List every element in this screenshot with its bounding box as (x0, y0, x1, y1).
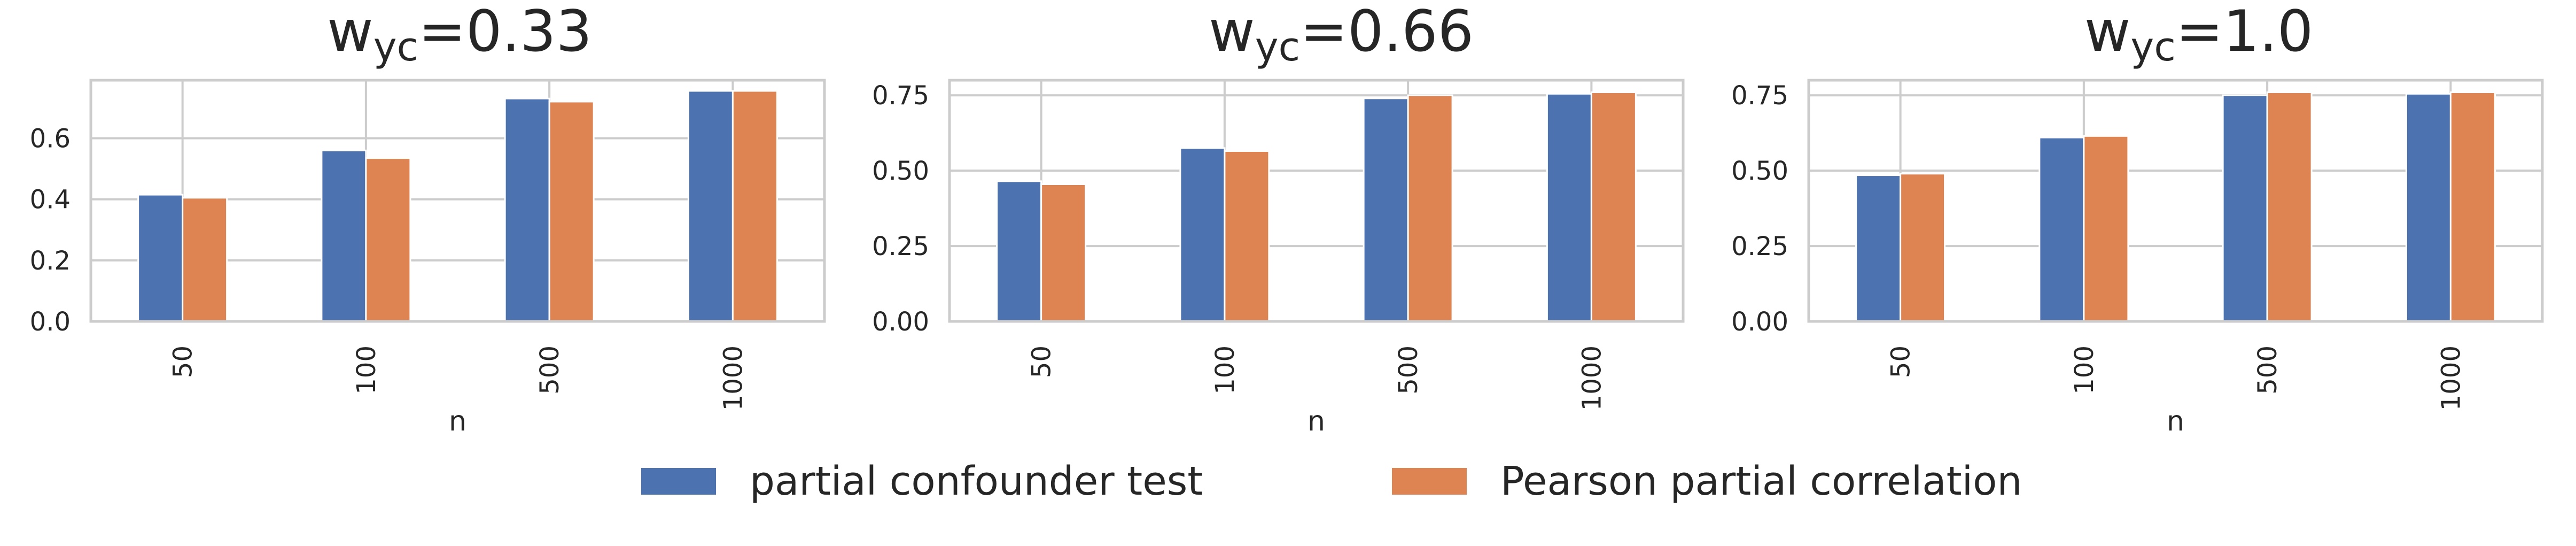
bar-partial-confounder-test (1179, 147, 1226, 322)
bar-partial-confounder-test (504, 97, 550, 322)
bar-pearson-partial-correlation (1590, 91, 1637, 322)
bar-partial-confounder-test (2222, 94, 2268, 322)
y-tick-label: 0.25 (872, 232, 929, 262)
bar-pearson-partial-correlation (2083, 135, 2129, 322)
bar-partial-confounder-test (1855, 174, 1902, 322)
chart-title: wyc=0.66 (1209, 0, 1474, 70)
bar-pearson-partial-correlation (1900, 173, 1946, 322)
chart-title-base: w (327, 0, 373, 64)
bar-pearson-partial-correlation (1040, 183, 1087, 322)
chart-title-subscript: yc (373, 24, 418, 70)
x-axis-label: n (1308, 405, 1325, 437)
y-tick-label: 0.00 (872, 307, 929, 337)
plot-frame (1807, 79, 2544, 323)
bar-partial-confounder-test (1363, 97, 1409, 322)
x-tick-label: 500 (535, 345, 565, 395)
bar-partial-confounder-test (2038, 136, 2085, 322)
bar-partial-confounder-test (137, 194, 184, 322)
chart-title-value: =0.33 (418, 0, 592, 64)
chart-title-base: w (1209, 0, 1255, 64)
x-tick-label: 100 (1210, 345, 1240, 395)
x-axis-label: n (2167, 405, 2184, 437)
x-axis-label: n (449, 405, 466, 437)
y-tick-label: 0.0 (30, 307, 71, 337)
x-tick-label: 50 (1027, 345, 1057, 378)
bar-pearson-partial-correlation (182, 197, 228, 322)
x-tick-label: 500 (1394, 345, 1423, 395)
bar-partial-confounder-test (321, 149, 367, 322)
y-tick-label: 0.50 (872, 156, 929, 186)
y-tick-label: 0.75 (872, 81, 929, 111)
bar-pearson-partial-correlation (365, 157, 411, 322)
bar-pearson-partial-correlation (2266, 91, 2313, 322)
bar-pearson-partial-correlation (1407, 94, 1453, 322)
y-tick-label: 0.25 (1731, 232, 1788, 262)
chart-title-base: w (2084, 0, 2131, 64)
plot-frame (948, 79, 1685, 323)
bar-partial-confounder-test (687, 90, 734, 322)
x-tick-label: 50 (168, 345, 198, 378)
y-tick-label: 0.6 (30, 124, 71, 153)
bar-pearson-partial-correlation (1224, 150, 1270, 322)
legend-swatch-orange (1392, 468, 1467, 495)
y-tick-label: 0.50 (1731, 156, 1788, 186)
x-tick-label: 100 (352, 345, 382, 395)
chart-panel-1: wyc=0.33 0.0 0.2 0.4 0.6 50 100 500 1000 n (30, 0, 826, 437)
chart-title-value: =0.66 (1300, 0, 1474, 64)
bar-pearson-partial-correlation (548, 101, 595, 322)
x-tick-label: 100 (2069, 345, 2099, 395)
bar-pearson-partial-correlation (731, 90, 778, 322)
chart-panel-3: wyc=1.0 0.00 0.25 0.50 0.75 50 100 500 1000 n (1731, 0, 2544, 437)
chart-title: wyc=0.33 (327, 0, 592, 70)
legend-label: Pearson partial correlation (1500, 458, 2022, 504)
chart-title-value: =1.0 (2176, 0, 2313, 64)
legend-item-partial-confounder-test: partial confounder test (641, 452, 1203, 511)
x-tick-label: 1000 (2436, 345, 2466, 411)
y-tick-label: 0.2 (30, 246, 71, 276)
bar-partial-confounder-test (996, 180, 1042, 322)
x-tick-label: 1000 (718, 345, 748, 411)
chart-title-subscript: yc (2130, 24, 2175, 70)
plot-frame (89, 79, 826, 323)
y-tick-label: 0.4 (30, 185, 71, 215)
legend: partial confounder test Pearson partial … (0, 452, 2576, 511)
chart-title-subscript: yc (1255, 24, 1300, 70)
bar-partial-confounder-test (1546, 93, 1592, 322)
y-tick-label: 0.75 (1731, 81, 1788, 111)
y-tick-label: 0.00 (1731, 307, 1788, 337)
chart-panel-2: wyc=0.66 0.00 0.25 0.50 0.75 50 100 500 1000 n (872, 0, 1685, 437)
legend-label: partial confounder test (750, 458, 1203, 504)
bar-pearson-partial-correlation (2449, 91, 2496, 322)
chart-title: wyc=1.0 (2084, 0, 2314, 70)
x-tick-label: 500 (2253, 345, 2283, 395)
x-tick-label: 50 (1886, 345, 1916, 378)
x-tick-label: 1000 (1577, 345, 1607, 411)
bar-partial-confounder-test (2405, 93, 2452, 322)
legend-item-pearson-partial-correlation: Pearson partial correlation (1392, 452, 2022, 511)
legend-swatch-blue (641, 468, 716, 495)
